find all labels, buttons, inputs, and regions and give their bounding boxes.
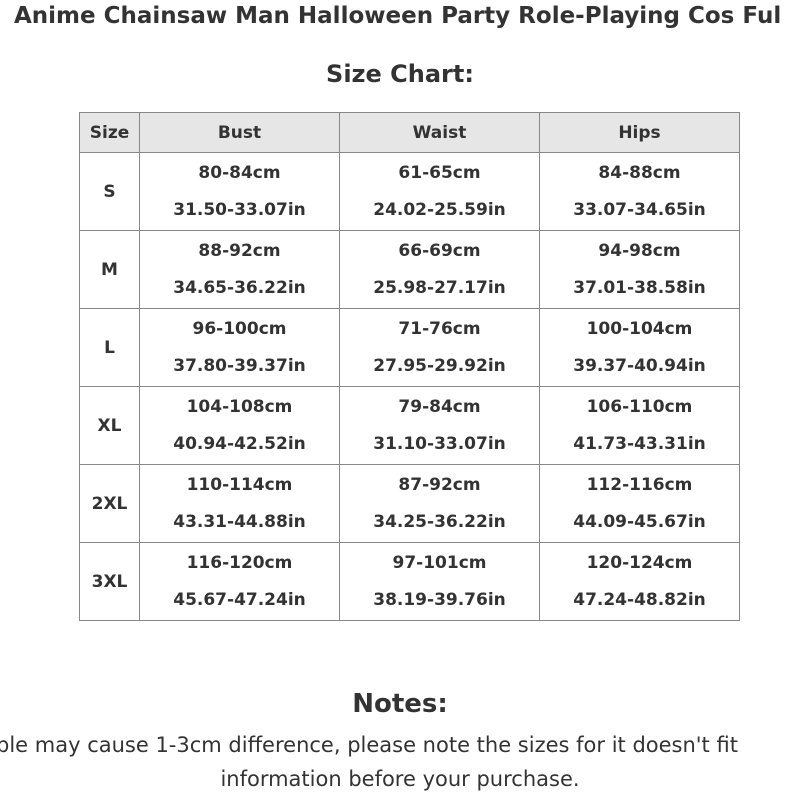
notes-heading: Notes:: [352, 689, 448, 719]
bust-cell: 80-84cm 31.50-33.07in: [139, 152, 340, 231]
table-row: M 88-92cm 34.65-36.22in 66-69cm 25.98-27.1…: [79, 230, 740, 309]
table-row: L 96-100cm 37.80-39.37in 71-76cm 27.95-29.…: [79, 308, 740, 387]
bust-cm: 88-92cm: [198, 240, 281, 261]
hips-cell: 106-110cm 41.73-43.31in: [539, 386, 740, 465]
waist-in: 27.95-29.92in: [373, 355, 506, 376]
waist-cell: 61-65cm 24.02-25.59in: [339, 152, 540, 231]
waist-cell: 87-92cm 34.25-36.22in: [339, 464, 540, 543]
table-row: 3XL 116-120cm 45.67-47.24in 97-101cm 38.19…: [79, 542, 740, 621]
hips-cm: 106-110cm: [586, 396, 693, 417]
hips-cm: 84-88cm: [598, 162, 681, 183]
size-label: M: [79, 230, 140, 309]
waist-cell: 71-76cm 27.95-29.92in: [339, 308, 540, 387]
hips-cm: 120-124cm: [586, 552, 693, 573]
hips-cell: 94-98cm 37.01-38.58in: [539, 230, 740, 309]
hips-cell: 100-104cm 39.37-40.94in: [539, 308, 740, 387]
table-header-row: Size Bust Waist Hips: [79, 112, 740, 153]
waist-cm: 87-92cm: [398, 474, 481, 495]
table-row: XL 104-108cm 40.94-42.52in 79-84cm 31.10-3…: [79, 386, 740, 465]
size-label: S: [79, 152, 140, 231]
size-chart-table: Size Bust Waist Hips S 80-84cm 31.50-33.0…: [79, 112, 740, 621]
table-row: S 80-84cm 31.50-33.07in 61-65cm 24.02-25.5…: [79, 152, 740, 231]
hips-in: 33.07-34.65in: [573, 199, 706, 220]
bust-cell: 88-92cm 34.65-36.22in: [139, 230, 340, 309]
hips-in: 47.24-48.82in: [573, 589, 706, 610]
bust-cell: 116-120cm 45.67-47.24in: [139, 542, 340, 621]
waist-cm: 97-101cm: [392, 552, 487, 573]
size-label: XL: [79, 386, 140, 465]
size-label: L: [79, 308, 140, 387]
hips-cm: 100-104cm: [586, 318, 693, 339]
waist-cell: 79-84cm 31.10-33.07in: [339, 386, 540, 465]
hips-cell: 84-88cm 33.07-34.65in: [539, 152, 740, 231]
bust-cm: 116-120cm: [186, 552, 293, 573]
notes-text-line-2: information before your purchase.: [220, 767, 580, 791]
hips-cm: 112-116cm: [586, 474, 693, 495]
bust-cm: 110-114cm: [186, 474, 293, 495]
bust-in: 40.94-42.52in: [173, 433, 306, 454]
bust-in: 43.31-44.88in: [173, 511, 306, 532]
product-title: Anime Chainsaw Man Halloween Party Role-…: [14, 3, 782, 29]
bust-in: 45.67-47.24in: [173, 589, 306, 610]
waist-cm: 79-84cm: [398, 396, 481, 417]
notes-text-line-1: ble may cause 1-3cm difference, please n…: [0, 733, 738, 757]
hips-cell: 112-116cm 44.09-45.67in: [539, 464, 740, 543]
bust-in: 37.80-39.37in: [173, 355, 306, 376]
waist-cell: 66-69cm 25.98-27.17in: [339, 230, 540, 309]
bust-cell: 96-100cm 37.80-39.37in: [139, 308, 340, 387]
size-label: 2XL: [79, 464, 140, 543]
size-chart-heading: Size Chart:: [326, 60, 474, 88]
table-row: 2XL 110-114cm 43.31-44.88in 87-92cm 34.25-…: [79, 464, 740, 543]
bust-cm: 80-84cm: [198, 162, 281, 183]
bust-cm: 104-108cm: [186, 396, 293, 417]
bust-in: 31.50-33.07in: [173, 199, 306, 220]
header-hips: Hips: [539, 112, 740, 153]
waist-in: 24.02-25.59in: [373, 199, 506, 220]
hips-cm: 94-98cm: [598, 240, 681, 261]
bust-in: 34.65-36.22in: [173, 277, 306, 298]
hips-in: 37.01-38.58in: [573, 277, 706, 298]
header-bust: Bust: [139, 112, 340, 153]
bust-cell: 110-114cm 43.31-44.88in: [139, 464, 340, 543]
waist-in: 25.98-27.17in: [373, 277, 506, 298]
hips-cell: 120-124cm 47.24-48.82in: [539, 542, 740, 621]
hips-in: 41.73-43.31in: [573, 433, 706, 454]
hips-in: 39.37-40.94in: [573, 355, 706, 376]
hips-in: 44.09-45.67in: [573, 511, 706, 532]
header-size: Size: [79, 112, 140, 153]
waist-in: 31.10-33.07in: [373, 433, 506, 454]
waist-cell: 97-101cm 38.19-39.76in: [339, 542, 540, 621]
waist-in: 34.25-36.22in: [373, 511, 506, 532]
waist-cm: 66-69cm: [398, 240, 481, 261]
size-label: 3XL: [79, 542, 140, 621]
bust-cell: 104-108cm 40.94-42.52in: [139, 386, 340, 465]
waist-cm: 61-65cm: [398, 162, 481, 183]
header-waist: Waist: [339, 112, 540, 153]
waist-in: 38.19-39.76in: [373, 589, 506, 610]
bust-cm: 96-100cm: [192, 318, 287, 339]
waist-cm: 71-76cm: [398, 318, 481, 339]
